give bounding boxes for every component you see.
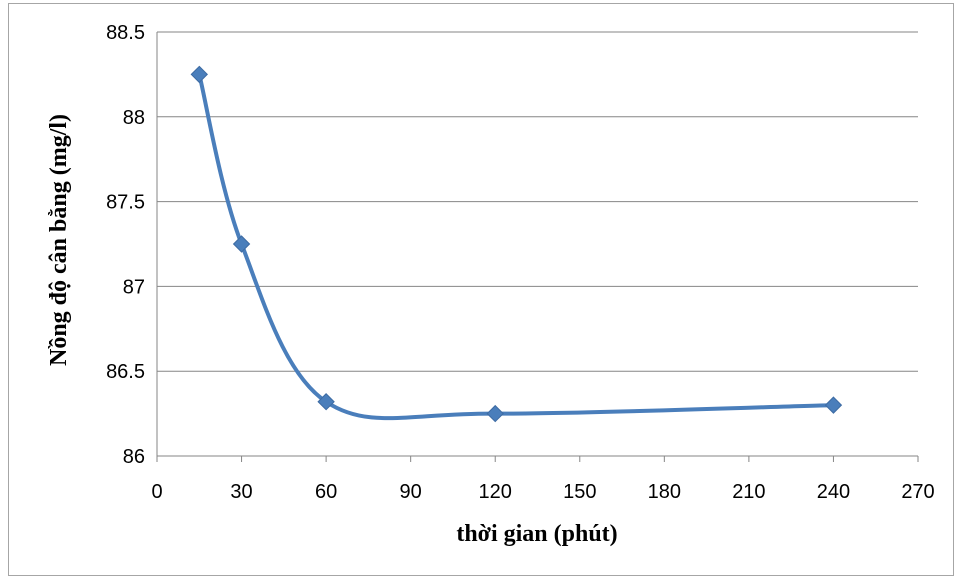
data-point-marker [824, 396, 843, 414]
y-tick-label: 87 [123, 276, 145, 298]
y-tick-label: 88 [123, 107, 145, 129]
y-tick-labels: 86 86.5 87 87.5 88 88.5 [106, 22, 145, 468]
y-tick-label: 87.5 [106, 192, 145, 214]
data-point-marker [190, 65, 208, 84]
chart-frame [8, 3, 954, 576]
gridlines [157, 31, 918, 372]
x-tick-label: 150 [563, 481, 596, 503]
x-tick-label: 240 [817, 481, 850, 503]
axes [156, 32, 919, 462]
y-axis-label: Nồng độ cân bằng (mg/l) [46, 114, 72, 366]
x-tick-label: 90 [400, 481, 422, 503]
x-tick-label: 270 [901, 481, 934, 503]
data-point-marker [232, 235, 251, 253]
x-tick-label: 120 [479, 481, 512, 503]
x-tick-labels: 0 30 60 90 120 150 180 210 240 270 [151, 481, 934, 503]
y-tick-label: 88.5 [106, 22, 145, 44]
series-line [197, 72, 836, 421]
x-tick-label: 60 [315, 481, 337, 503]
series [190, 65, 843, 423]
x-tick-label: 30 [230, 481, 252, 503]
x-tick-label: 180 [648, 481, 681, 503]
y-tick-label: 86.5 [106, 361, 145, 383]
data-point-marker [317, 393, 335, 411]
x-tick-label: 0 [151, 481, 162, 503]
data-point-marker [486, 404, 504, 423]
x-tick-label: 210 [732, 481, 765, 503]
x-axis-label: thời gian (phút) [456, 521, 617, 547]
y-tick-label: 86 [123, 446, 145, 468]
